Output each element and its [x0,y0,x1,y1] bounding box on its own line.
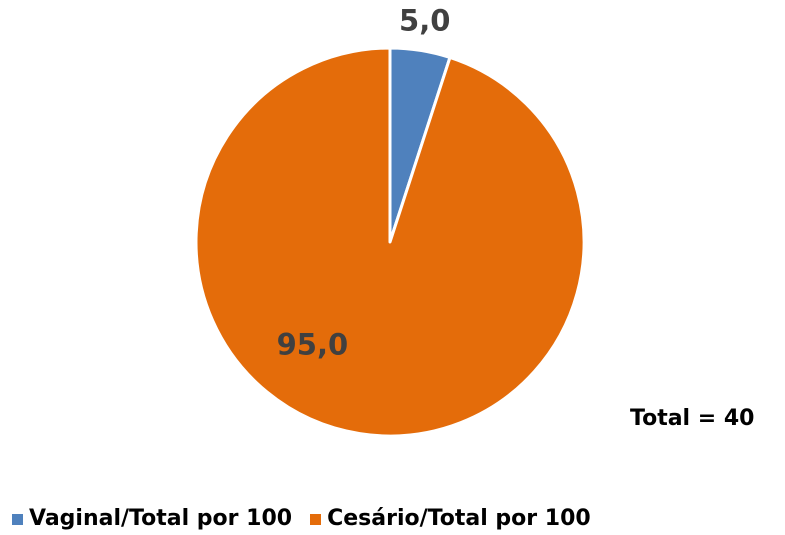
total-annotation: Total = 40 [630,406,755,431]
data-label-cesario: 95,0 [277,327,349,361]
legend-label-cesario: Cesário/Total por 100 [327,506,591,531]
pie-data-labels: 5,0 95,0 [277,4,451,362]
legend-item-vaginal: Vaginal/Total por 100 [12,506,292,532]
pie-slices [194,46,586,438]
legend-swatch-cesario [310,513,322,525]
legend-label-vaginal: Vaginal/Total por 100 [29,506,293,531]
data-label-vaginal: 5,0 [399,4,450,38]
pie-slice-cesario [194,46,586,438]
legend-item-cesario: Cesário/Total por 100 [310,506,591,532]
legend-swatch-vaginal [12,513,23,525]
legend: Vaginal/Total por 100 Cesário/Total por … [12,506,609,532]
